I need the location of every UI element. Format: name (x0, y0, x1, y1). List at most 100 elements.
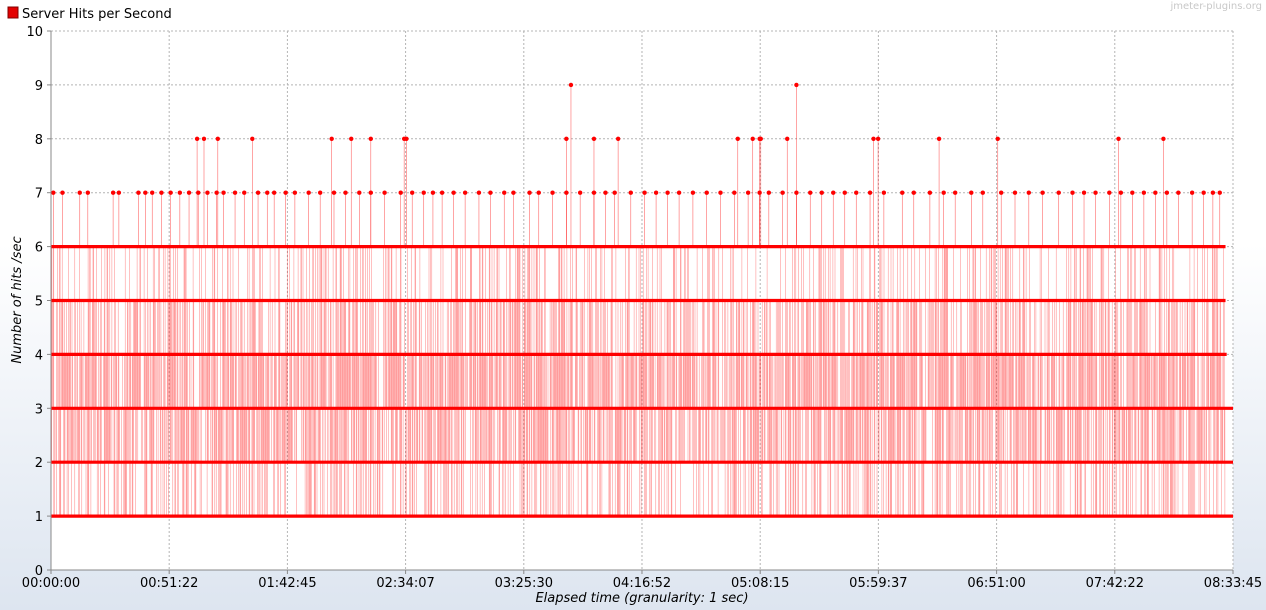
series-point (1164, 190, 1170, 195)
series-point (1040, 190, 1045, 195)
series-point (808, 190, 813, 195)
series-point (1107, 190, 1112, 195)
x-tick-label: 04:16:52 (613, 576, 671, 591)
series-point (60, 190, 65, 195)
x-tick-label: 06:51:00 (967, 576, 1025, 591)
series-point (150, 190, 155, 195)
series-point (331, 190, 337, 195)
series-point (881, 190, 887, 195)
x-tick-label: 02:34:07 (376, 576, 434, 591)
series-point (451, 190, 456, 195)
series-point (1012, 190, 1018, 195)
series-point (871, 136, 876, 141)
series-point (1161, 136, 1166, 141)
series-point (255, 190, 261, 195)
series-point (357, 190, 362, 195)
series-point (927, 190, 933, 195)
series-point (1093, 190, 1098, 195)
series-point (271, 190, 277, 195)
x-tick-label: 05:59:37 (849, 576, 907, 591)
series-point (577, 190, 583, 195)
series-point (952, 190, 958, 195)
series-point (51, 190, 56, 195)
series-point (502, 190, 507, 195)
series-point (1210, 190, 1216, 195)
series-point (1176, 190, 1181, 195)
series-point (911, 190, 916, 195)
series-point (780, 190, 785, 195)
x-tick-label: 00:00:00 (22, 576, 80, 591)
series-point (85, 190, 91, 195)
series-point (653, 190, 659, 195)
series-point (900, 190, 905, 195)
series-point (221, 190, 226, 195)
series-point (1130, 190, 1135, 195)
series-point (758, 136, 763, 141)
series-point (250, 136, 255, 141)
series-point (1217, 190, 1222, 195)
y-tick-label: 7 (35, 187, 43, 202)
series-point (1026, 190, 1032, 195)
y-tick-label: 5 (35, 295, 43, 310)
series-point (1141, 190, 1147, 195)
series-point (462, 190, 468, 195)
x-axis-title: Elapsed time (granularity: 1 sec) (535, 591, 748, 606)
y-axis-title: Number of hits /sec (10, 236, 25, 363)
series-point (936, 136, 942, 141)
x-tick-label: 01:42:45 (258, 576, 316, 591)
series-point (735, 136, 740, 141)
series-point (196, 190, 201, 195)
series-point (642, 190, 647, 195)
x-tick-label: 00:51:22 (140, 576, 198, 591)
series-point (750, 136, 755, 141)
series-point (536, 190, 541, 195)
series-point (265, 190, 270, 195)
series-point (398, 190, 403, 195)
series-point (665, 190, 670, 195)
series-point (110, 190, 116, 195)
series-point (831, 190, 836, 195)
x-axis: 00:00:00 00:51:22 01:42:45 02:34:07 03:25:30… (22, 569, 1262, 591)
series-point (1189, 190, 1195, 195)
series-point (349, 136, 354, 141)
series-point (186, 190, 192, 195)
series-point (819, 190, 824, 195)
y-tick-label: 6 (35, 241, 43, 256)
series-point (476, 190, 482, 195)
series-point (1201, 190, 1206, 195)
series-point (612, 190, 617, 195)
series-point (136, 190, 141, 195)
series-point (564, 190, 569, 195)
series-point (941, 190, 946, 195)
series-point (969, 190, 974, 195)
series-point (232, 190, 238, 195)
series-point (628, 190, 633, 195)
x-tick-label: 07:42:22 (1086, 576, 1144, 591)
series-point (1153, 190, 1158, 195)
series-point (591, 190, 597, 195)
series-point (794, 190, 799, 195)
x-tick-label: 03:25:30 (495, 576, 553, 591)
legend: Server Hits per Second (7, 6, 172, 22)
series-point (317, 190, 323, 195)
series-point (1056, 190, 1061, 195)
series-point (980, 190, 985, 195)
series-point (1116, 136, 1121, 141)
y-tick-label: 2 (35, 456, 43, 471)
series-point (168, 190, 173, 195)
series-point (591, 136, 597, 141)
y-axis: 0 1 2 3 4 5 6 7 8 9 10 (26, 25, 52, 579)
series-point (732, 190, 737, 195)
x-tick-label: 05:08:15 (731, 576, 789, 591)
series-point (999, 190, 1004, 195)
y-tick-label: 3 (35, 402, 43, 417)
y-tick-label: 10 (26, 25, 43, 40)
series-point (488, 190, 493, 195)
series-point (382, 190, 387, 195)
series-point (215, 136, 221, 141)
series-point (867, 190, 873, 195)
series-point (766, 190, 772, 195)
series-point (615, 136, 621, 141)
series-point (421, 190, 426, 195)
